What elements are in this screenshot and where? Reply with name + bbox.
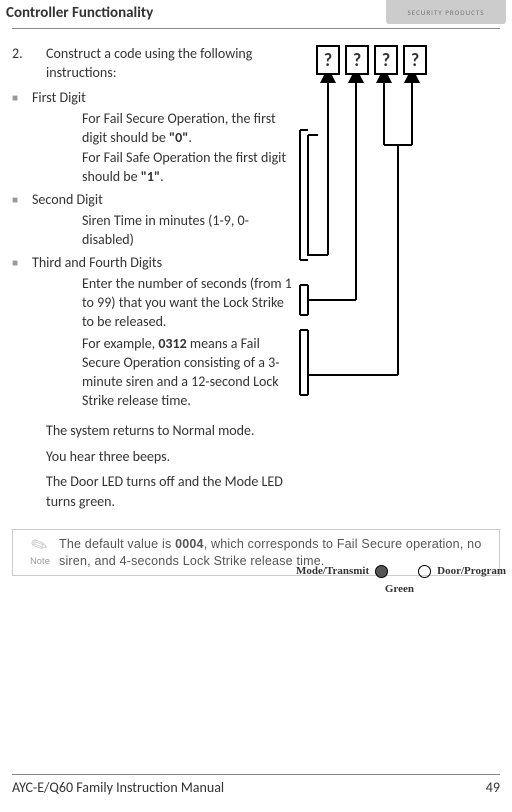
bold: 0004 (175, 537, 204, 551)
bold: 0312 (158, 335, 186, 352)
note-icon: ✎ Note (21, 536, 59, 568)
digit-box: ? (403, 45, 427, 75)
bullet-body: For Fail Secure Operation, the first dig… (12, 110, 294, 148)
resume-p1: The system returns to Normal mode. (12, 421, 294, 441)
wiring-diagram (296, 75, 496, 405)
bullet-title: Third and Fourth Digits (32, 254, 162, 273)
code-digit-boxes: ? ? ? ? (316, 45, 428, 75)
text: . (160, 168, 164, 185)
bullet-second-digit: ■ Second Digit (12, 191, 294, 210)
footer-page: 49 (486, 779, 500, 796)
footer-manual: AYC-E/Q60 Family Instruction Manual (12, 779, 224, 796)
bullet-body: For example, 0312 means a Fail Secure Op… (12, 335, 294, 411)
bullet-marker: ■ (12, 89, 32, 108)
bullet-title: First Digit (32, 89, 86, 108)
bullet-third-fourth-digit: ■ Third and Fourth Digits (12, 254, 294, 273)
mode-led-icon (375, 565, 388, 578)
text: For Fail Safe Operation the first digit … (82, 149, 286, 185)
bullet-marker: ■ (12, 191, 32, 210)
text: For example, (82, 335, 158, 352)
digit-box: ? (345, 45, 369, 75)
digit-box: ? (316, 45, 340, 75)
bullet-title: Second Digit (32, 191, 103, 210)
text: The default value is (59, 537, 175, 551)
digit-box: ? (374, 45, 398, 75)
bullet-first-digit: ■ First Digit (12, 89, 294, 108)
bullet-marker: ■ (12, 254, 32, 273)
bullet-body: For Fail Safe Operation the first digit … (12, 149, 294, 187)
door-led-icon (418, 565, 431, 578)
header-divider (12, 28, 500, 29)
page-section-title: Controller Functionality (6, 0, 153, 22)
step-number: 2. (12, 45, 46, 83)
mode-led-green: Green (296, 583, 506, 595)
step-text: Construct a code using the following ins… (46, 45, 294, 83)
resume-p2: You hear three beeps. (12, 447, 294, 467)
resume-p3: The Door LED turns off and the Mode LED … (12, 472, 294, 511)
text: . (188, 129, 192, 146)
brand-badge: SECURITY PRODUCTS (386, 0, 506, 24)
mode-led-label: Mode/Transmit (296, 565, 369, 577)
bullet-body: Enter the number of seconds (from 1 to 9… (12, 275, 294, 332)
door-led-label: Door/Program (437, 565, 506, 577)
bold: "1" (141, 168, 160, 185)
led-indicator-row: Mode/Transmit Door/Program (296, 565, 506, 578)
bold: "0" (169, 129, 188, 146)
bullet-body: Siren Time in minutes (1-9, 0-disabled) (12, 212, 294, 250)
